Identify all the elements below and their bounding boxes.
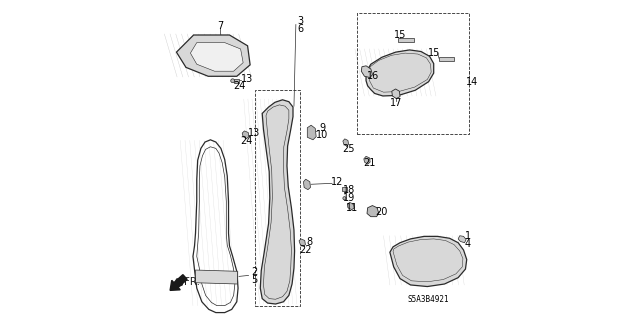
Bar — [234, 79, 239, 83]
Text: 20: 20 — [376, 207, 388, 217]
Text: 1: 1 — [465, 231, 471, 241]
Text: 21: 21 — [363, 158, 376, 168]
Bar — [439, 57, 454, 61]
Text: FR.: FR. — [184, 277, 200, 287]
Text: 14: 14 — [466, 77, 478, 87]
Circle shape — [231, 79, 235, 83]
Text: 24: 24 — [240, 136, 253, 146]
Polygon shape — [366, 50, 434, 96]
Text: 6: 6 — [297, 24, 303, 33]
Text: 9: 9 — [319, 123, 326, 133]
Polygon shape — [177, 35, 250, 76]
Text: 3: 3 — [297, 16, 303, 26]
Text: 10: 10 — [316, 130, 329, 140]
Polygon shape — [303, 179, 310, 190]
Text: 24: 24 — [233, 81, 245, 91]
Polygon shape — [390, 236, 467, 286]
Polygon shape — [367, 205, 379, 217]
FancyArrow shape — [170, 275, 187, 290]
Text: 15: 15 — [394, 30, 406, 40]
Text: S5A3B4921: S5A3B4921 — [407, 295, 449, 304]
Text: 13: 13 — [248, 129, 260, 138]
Polygon shape — [242, 131, 249, 139]
Text: 12: 12 — [332, 177, 344, 187]
Bar — [342, 188, 347, 191]
Text: 8: 8 — [307, 237, 313, 247]
Polygon shape — [343, 139, 349, 146]
Text: 5: 5 — [251, 275, 257, 285]
Polygon shape — [307, 125, 316, 140]
Bar — [398, 38, 414, 42]
Polygon shape — [364, 156, 370, 164]
Text: 25: 25 — [342, 144, 355, 154]
Polygon shape — [392, 89, 400, 99]
Polygon shape — [362, 66, 372, 78]
Text: 4: 4 — [465, 239, 471, 249]
Polygon shape — [299, 239, 305, 247]
Text: 7: 7 — [217, 21, 223, 31]
Text: 11: 11 — [346, 203, 358, 213]
Polygon shape — [195, 270, 237, 284]
Polygon shape — [260, 100, 294, 304]
Text: 16: 16 — [367, 71, 380, 81]
Text: 18: 18 — [342, 185, 355, 195]
Text: 2: 2 — [251, 267, 257, 277]
Polygon shape — [348, 202, 355, 210]
Circle shape — [343, 197, 346, 200]
Text: 22: 22 — [300, 245, 312, 255]
Polygon shape — [458, 236, 466, 243]
Polygon shape — [191, 43, 243, 71]
Text: 13: 13 — [241, 74, 253, 85]
Text: 15: 15 — [428, 48, 440, 58]
Text: 17: 17 — [390, 98, 403, 108]
Text: 19: 19 — [342, 193, 355, 203]
